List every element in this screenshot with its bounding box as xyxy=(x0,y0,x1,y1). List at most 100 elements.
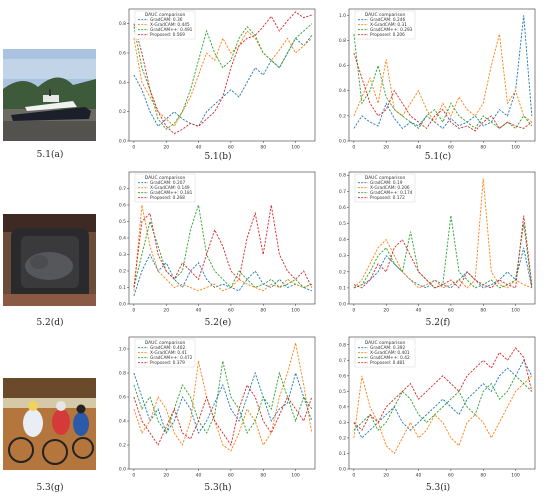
legend-entry: GradCAM++: 0.42 xyxy=(370,355,410,361)
y-tick-label: 0.4 xyxy=(339,88,346,94)
y-tick-label: 0.1 xyxy=(339,285,346,291)
cat-on-chair-photo xyxy=(3,214,96,306)
y-tick-label: 0.7 xyxy=(339,358,346,364)
legend-title: DAUC comparison xyxy=(365,12,406,18)
legend-entry: X-GradCAM: 0.31 xyxy=(370,22,407,28)
x-tick-label: 20 xyxy=(383,145,389,151)
y-tick-label: 0.0 xyxy=(339,302,346,308)
y-tick-label: 0.0 xyxy=(339,467,346,473)
y-tick-label: 0.0 xyxy=(119,467,126,473)
x-tick-label: 100 xyxy=(291,145,300,151)
caption-5-3-g: 5.3(g) xyxy=(36,483,64,493)
y-tick-label: 0.0 xyxy=(339,139,346,145)
y-tick-label: 0.6 xyxy=(119,203,126,209)
legend-entry: Proposed: 0.379 xyxy=(150,360,185,366)
legend-entry: GradCAM++: 0.174 xyxy=(370,190,413,196)
y-tick-label: 0.4 xyxy=(339,237,346,243)
y-tick-label: 0.2 xyxy=(119,109,126,115)
series-line-proposed xyxy=(133,383,313,447)
y-tick-label: 0.2 xyxy=(339,435,346,441)
legend-entry: GradCAM: 0.392 xyxy=(370,345,405,351)
chart-5-1-c: 0 20 40 60 80 100 0.0 0.2 0.4 0.6 0.8 1.0 DAUC compa… xyxy=(339,8,536,151)
legend-entry: Proposed: 0.206 xyxy=(370,32,405,38)
caption-5-3-i: 5.3(i) xyxy=(425,483,451,493)
legend-entry: GradCAM: 0.36 xyxy=(150,17,183,23)
y-tick-label: 1.0 xyxy=(119,347,126,353)
y-tick-label: 0.2 xyxy=(119,443,126,449)
y-tick-label: 0.3 xyxy=(339,253,346,259)
y-tick-label: 0.2 xyxy=(119,269,126,275)
legend-entry: GradCAM++: 0.293 xyxy=(370,27,413,33)
legend-entry: X-GradCAM: 0.445 xyxy=(150,22,190,28)
y-tick-label: 0.1 xyxy=(119,285,126,291)
legend-entry: Proposed: 0.172 xyxy=(370,195,405,201)
x-tick-label: 60 xyxy=(448,308,454,314)
x-tick-label: 100 xyxy=(511,308,520,314)
y-tick-label: 0.7 xyxy=(339,189,346,195)
series-line-xgradcam xyxy=(353,178,532,289)
legend-title: DAUC comparison xyxy=(145,12,186,18)
y-tick-label: 0.5 xyxy=(339,221,346,227)
x-tick-label: 20 xyxy=(383,308,389,314)
series-line-gradcam xyxy=(133,253,312,296)
x-tick-label: 0 xyxy=(352,473,355,479)
x-tick-label: 40 xyxy=(416,308,422,314)
legend-entry: Proposed: 0.481 xyxy=(370,360,405,366)
y-tick-label: 0.2 xyxy=(339,113,346,119)
x-tick-label: 0 xyxy=(132,145,135,151)
y-tick-label: 0.0 xyxy=(119,139,126,145)
x-tick-label: 0 xyxy=(132,473,135,479)
legend-entry: GradCAM: 0.207 xyxy=(150,180,185,186)
ship-photo xyxy=(3,49,96,141)
cyclists-photo xyxy=(3,378,96,470)
x-tick-label: 100 xyxy=(291,308,300,314)
series-line-xgradcam xyxy=(133,342,313,452)
x-tick-label: 20 xyxy=(163,308,169,314)
x-tick-label: 40 xyxy=(196,473,202,479)
caption-5-2-e: 5.2(e) xyxy=(204,318,232,328)
chart-5-2-e: 0 20 40 60 80 100 0.0 0.1 0.2 0.3 0.4 0.5 0.6 0.7 DAUC… xyxy=(119,171,316,314)
legend-entry: X-GradCAM: 0.41 xyxy=(150,350,187,356)
y-tick-label: 0.7 xyxy=(119,186,126,192)
legend-entry: GradCAM: 0.246 xyxy=(370,17,405,23)
legend-entry: GradCAM: 0.402 xyxy=(150,345,185,351)
legend-entry: Proposed: 0.268 xyxy=(150,195,185,201)
series-line-xgradcam xyxy=(353,375,533,455)
caption-5-1-b: 5.1(b) xyxy=(204,152,232,162)
legend-entry: X-GradCAM: 0.149 xyxy=(150,185,190,191)
x-tick-label: 60 xyxy=(228,473,234,479)
y-tick-label: 0.6 xyxy=(339,63,346,69)
x-tick-label: 80 xyxy=(260,473,266,479)
series-line-gradcam xyxy=(353,359,533,439)
y-tick-label: 0.6 xyxy=(119,395,126,401)
caption-5-1-a: 5.1(a) xyxy=(36,150,64,160)
chart-5-3-i: 0 20 40 60 80 100 0.0 0.1 0.2 0.3 0.4 0.5 0.6 0.7 0.8 D… xyxy=(339,336,536,479)
x-tick-label: 40 xyxy=(416,145,422,151)
x-tick-label: 40 xyxy=(196,308,202,314)
chart-5-3-h: 0 20 40 60 80 100 0.0 0.2 0.4 0.6 0.8 1.0 DAUC compa… xyxy=(119,336,316,479)
y-tick-label: 0.8 xyxy=(119,371,126,377)
caption-5-2-d: 5.2(d) xyxy=(36,318,64,328)
legend-entry: Proposed: 0.569 xyxy=(150,32,185,38)
x-tick-label: 20 xyxy=(383,473,389,479)
x-tick-label: 60 xyxy=(228,145,234,151)
series-line-proposed xyxy=(133,11,312,135)
series-line-gradcampp xyxy=(353,375,533,431)
series-line-xgradcam xyxy=(133,204,312,292)
y-tick-label: 0.1 xyxy=(339,451,346,457)
caption-5-2-f: 5.2(f) xyxy=(425,318,451,328)
x-tick-label: 40 xyxy=(196,145,202,151)
series-line-gradcampp xyxy=(353,215,533,289)
chart-5-2-f: 0 20 40 60 80 100 0.0 0.1 0.2 0.3 0.4 0.5 0.6 0.7 0.8 D… xyxy=(339,171,536,314)
y-tick-label: 0.2 xyxy=(339,269,346,275)
series-line-gradcam xyxy=(353,15,533,130)
legend-title: DAUC comparison xyxy=(365,340,406,346)
y-tick-label: 0.5 xyxy=(339,389,346,395)
x-tick-label: 80 xyxy=(480,308,486,314)
y-tick-label: 0.4 xyxy=(119,236,126,242)
legend-entry: GradCAM++: 0.181 xyxy=(150,190,193,196)
y-tick-label: 0.5 xyxy=(119,219,126,225)
x-tick-label: 80 xyxy=(480,145,486,151)
series-line-proposed xyxy=(353,52,533,132)
x-tick-label: 0 xyxy=(352,308,355,314)
